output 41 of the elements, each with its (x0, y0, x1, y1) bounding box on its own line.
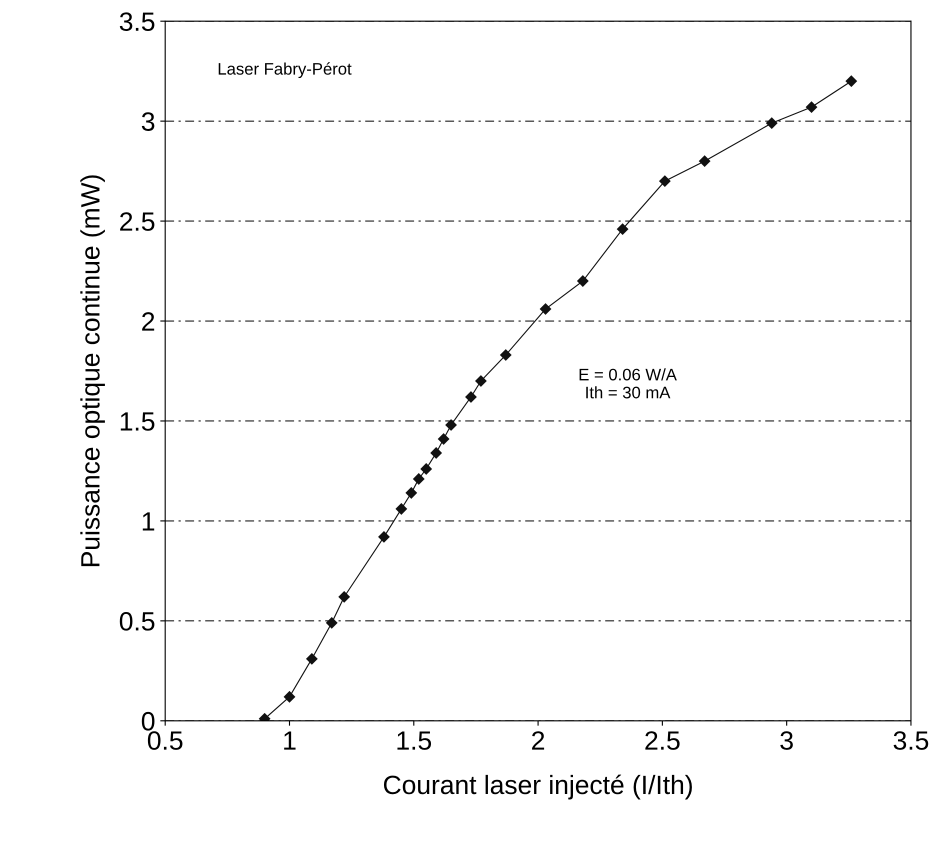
point (445, 419, 457, 431)
y-tick-label: 1 (142, 512, 154, 530)
x-axis-title: Courant laser injecté (I/Ith) (384, 774, 692, 800)
point (284, 691, 296, 702)
point (616, 223, 628, 235)
y-tick-label: 3.5 (120, 12, 154, 32)
point (699, 156, 710, 167)
x-tick-label: 1.5 (397, 731, 432, 750)
point (396, 503, 407, 515)
y-tick-label: 2 (142, 312, 154, 331)
point (766, 118, 778, 129)
point (438, 433, 450, 445)
point (846, 76, 857, 87)
point (806, 102, 818, 113)
point (430, 447, 442, 459)
y-tick-label: 3 (142, 112, 154, 131)
point (378, 531, 390, 543)
point (326, 617, 338, 628)
x-tick-label: 3.5 (894, 731, 928, 750)
point (475, 375, 487, 387)
y-axis-title: Puissance optique continue (mW) (80, 175, 105, 566)
annotation: E = 0.06 W/A Ith = 30 mA (580, 368, 677, 398)
point (540, 303, 552, 315)
point (338, 591, 350, 602)
point (413, 473, 424, 485)
y-tick-label: 2.5 (120, 212, 154, 231)
y-tick-label: 1.5 (120, 412, 154, 431)
annotation: Laser Fabry-Pérot (218, 62, 352, 78)
x-tick-label: 3 (780, 731, 793, 750)
point (306, 653, 318, 664)
x-tick-label: 2 (532, 731, 544, 750)
x-tick-label: 2.5 (645, 731, 680, 750)
point (577, 275, 588, 287)
point (500, 349, 512, 361)
x-tick-label: 1 (284, 731, 296, 750)
y-tick-label: 0.5 (120, 612, 154, 631)
point (659, 176, 670, 187)
point (420, 463, 432, 475)
point (465, 391, 477, 403)
y-tick-label: 0 (142, 712, 154, 731)
point (406, 487, 417, 499)
